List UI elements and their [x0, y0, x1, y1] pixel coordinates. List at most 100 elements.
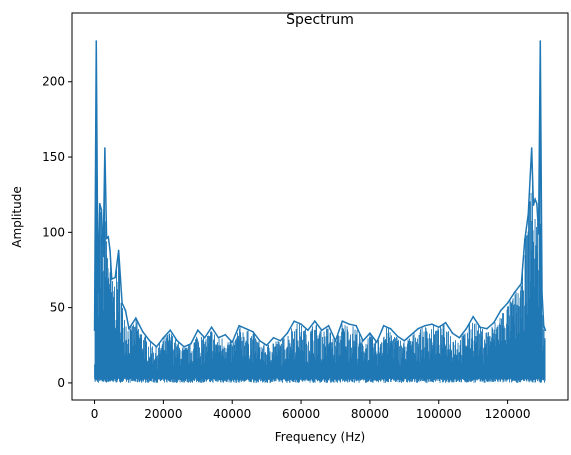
data-point — [169, 329, 172, 332]
chart-title: Spectrum — [286, 12, 354, 28]
spectrum-line — [93, 41, 547, 348]
data-point — [486, 327, 488, 330]
data-point — [272, 336, 275, 339]
data-point — [135, 317, 137, 319]
data-point — [451, 332, 454, 335]
x-axis-label: Frequency (Hz) — [275, 430, 366, 444]
data-point — [424, 324, 426, 327]
data-point — [499, 309, 502, 312]
data-point — [314, 320, 316, 322]
data-point — [403, 339, 406, 342]
data-point — [114, 276, 116, 279]
data-point — [104, 147, 106, 149]
data-point — [245, 327, 247, 330]
data-point — [148, 339, 151, 342]
data-point — [544, 329, 547, 332]
data-point — [539, 40, 542, 42]
data-point — [128, 327, 130, 330]
data-point — [162, 336, 165, 339]
data-point — [444, 321, 447, 324]
data-point — [479, 326, 481, 328]
data-point — [493, 321, 495, 324]
data-point — [286, 332, 289, 335]
data-point — [537, 233, 540, 235]
data-point — [176, 339, 178, 342]
data-point — [334, 339, 337, 342]
x-tick-label: 100000 — [416, 407, 462, 421]
data-point — [210, 326, 213, 328]
data-point — [437, 326, 440, 328]
data-point — [238, 324, 240, 327]
y-tick-label: 0 — [57, 376, 65, 390]
data-point — [105, 237, 108, 240]
data-point — [355, 324, 357, 327]
data-point — [341, 320, 344, 322]
y-tick-label: 200 — [42, 75, 65, 89]
data-point — [375, 341, 378, 344]
data-point — [279, 339, 282, 342]
data-point — [327, 324, 330, 327]
data-point — [121, 302, 123, 304]
data-point — [93, 329, 96, 332]
data-point — [190, 342, 192, 345]
y-axis-label: Amplitude — [10, 186, 24, 248]
data-point — [542, 324, 545, 327]
data-point — [224, 333, 227, 336]
spectrum-fill — [94, 86, 546, 383]
data-point — [183, 345, 185, 348]
data-point — [98, 202, 101, 205]
data-point — [527, 213, 530, 216]
data-point — [458, 336, 461, 339]
data-point — [117, 249, 120, 252]
data-point — [465, 327, 468, 330]
data-point — [369, 332, 371, 335]
data-point — [97, 291, 99, 294]
plot-frame — [71, 12, 569, 401]
data-point — [300, 323, 302, 325]
data-point — [382, 324, 385, 327]
x-tick-label: 0 — [91, 407, 99, 421]
data-point — [141, 330, 144, 333]
data-point — [410, 333, 413, 336]
data-point — [396, 335, 399, 338]
data-point — [530, 147, 533, 149]
data-point — [197, 329, 199, 332]
y-tick-label: 150 — [42, 150, 65, 164]
data-point — [203, 336, 206, 339]
data-point — [362, 339, 364, 342]
plot-area — [93, 40, 547, 383]
data-point — [107, 236, 110, 238]
data-point — [109, 249, 111, 252]
x-tick-label: 60000 — [282, 407, 320, 421]
axis-ticks: 0 20000 40000 60000 80000 100000 120000 0 50 100 1… — [42, 75, 530, 421]
data-point — [293, 320, 295, 322]
data-point — [124, 309, 127, 312]
data-point — [110, 278, 113, 280]
data-point — [520, 282, 523, 285]
data-point — [252, 330, 254, 333]
x-tick-label: 20000 — [144, 407, 182, 421]
y-tick-label: 50 — [50, 301, 65, 315]
data-point — [320, 329, 323, 332]
data-point — [506, 302, 509, 304]
y-tick-label: 100 — [42, 225, 65, 239]
data-point — [532, 204, 535, 207]
data-point — [231, 341, 234, 344]
data-point — [100, 208, 103, 211]
data-point — [102, 255, 104, 258]
data-point — [417, 327, 419, 330]
data-point — [155, 345, 158, 348]
data-point — [536, 202, 538, 205]
x-tick-label: 80000 — [351, 407, 389, 421]
data-point — [348, 323, 351, 325]
data-point — [265, 344, 268, 347]
data-point — [541, 291, 543, 294]
data-point — [217, 336, 220, 339]
data-point — [431, 323, 433, 325]
data-point — [472, 315, 474, 318]
x-tick-label: 120000 — [485, 407, 531, 421]
data-point — [258, 339, 261, 342]
data-point — [513, 291, 516, 294]
data-point — [389, 327, 392, 330]
